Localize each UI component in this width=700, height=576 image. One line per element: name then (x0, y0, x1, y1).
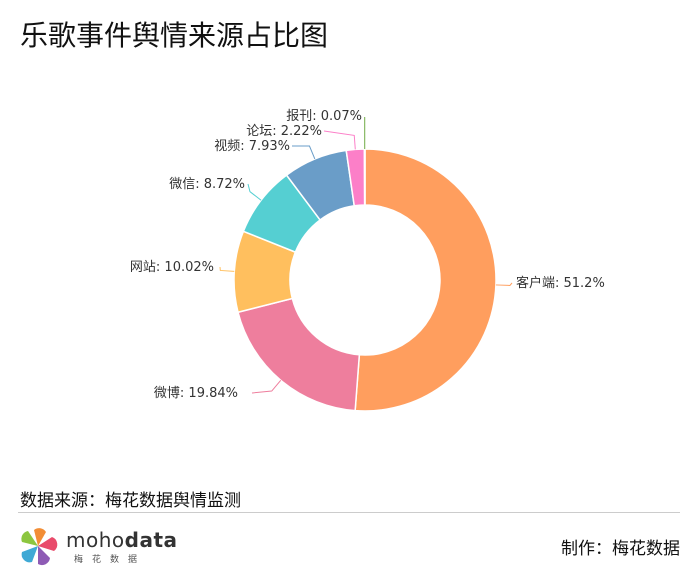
slices-group (233, 148, 497, 412)
leader-line-1 (495, 282, 513, 286)
slice-label-3: 网站: 10.02% (130, 260, 214, 275)
credit-text: 制作：梅花数据 (561, 539, 680, 559)
leader-lines-group (219, 117, 513, 394)
slice-label-1: 客户端: 51.2% (516, 275, 605, 291)
leader-line-4 (247, 183, 262, 201)
slice-labels-group: 客户端: 51.2% 微博: 19.84% 网站: 10.02% 微信: 8.72% 视… (130, 109, 605, 401)
data-source: 数据来源：梅花数据舆情监测 (20, 491, 241, 511)
pinwheel-logo-icon (21, 528, 58, 566)
logo-wordmark: mohodata (66, 528, 178, 552)
mohodata-logo: mohodata 梅花数据 (18, 524, 178, 568)
donut-chart: 客户端: 51.2% 微博: 19.84% 网站: 10.02% 微信: 8.72% 视… (130, 109, 605, 412)
slice-label-5: 视频: 7.93% (214, 139, 290, 154)
slice-label-6: 论坛: 2.22% (246, 124, 322, 139)
leader-line-3 (219, 266, 235, 272)
slice-2 (237, 297, 361, 412)
footer-divider (18, 512, 680, 513)
slice-label-4: 微信: 8.72% (169, 177, 245, 192)
leader-line-6 (323, 130, 356, 150)
slice-label-2: 微博: 19.84% (154, 386, 238, 401)
slice-1 (354, 148, 497, 412)
slice-7 (363, 148, 366, 206)
page-title: 乐歌事件舆情来源占比图 (20, 19, 329, 52)
leader-line-5 (291, 145, 316, 160)
slice-label-7: 报刊: 0.07% (286, 109, 362, 124)
leader-line-2 (251, 379, 282, 394)
logo-subtitle: 梅花数据 (74, 555, 147, 565)
